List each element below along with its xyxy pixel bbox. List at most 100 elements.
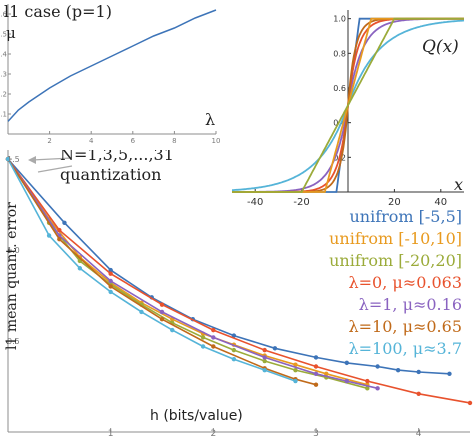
inset1-xtick-label: 4 xyxy=(89,137,94,145)
inset2-ytick-label: 0.6 xyxy=(333,84,346,93)
main-data-point xyxy=(365,378,370,384)
legend-entry: unifrom [-5,5] xyxy=(349,207,462,226)
main-data-point xyxy=(200,335,206,340)
main-series-line xyxy=(7,158,368,390)
main-ytick-label: 1.5 xyxy=(7,155,20,164)
main-data-point xyxy=(262,347,267,353)
inset1-ytick-label: 0.6 xyxy=(0,11,8,19)
inset2-xtick-label: 40 xyxy=(434,197,447,208)
main-data-point xyxy=(57,236,62,242)
arrowhead-1 xyxy=(28,156,36,164)
main-data-point xyxy=(365,386,370,391)
main-data-point xyxy=(159,302,165,307)
main-data-point xyxy=(211,335,216,340)
main-data-point xyxy=(344,378,349,384)
main-data-point xyxy=(170,327,175,333)
main-data-point xyxy=(108,284,113,289)
main-ytick-label: 1.0 xyxy=(7,246,20,255)
annotation-line-2: quantization xyxy=(60,165,161,184)
inset2-Q-curve xyxy=(232,17,464,193)
main-data-point xyxy=(416,391,421,396)
quantization-annotation: N=1,3,5,...,31 quantization xyxy=(28,145,174,184)
inset1-series xyxy=(7,9,217,122)
main-xtick-label: 4 xyxy=(416,429,422,438)
main-data-point xyxy=(272,346,278,351)
main-data-point xyxy=(108,278,113,284)
main-data-point xyxy=(395,367,401,373)
main-data-point xyxy=(159,309,165,315)
main-data-point xyxy=(293,362,298,367)
inset1-title: l1 case (p=1) xyxy=(4,2,112,21)
main-data-point xyxy=(447,371,452,376)
main-series-line xyxy=(7,158,317,386)
main-data-point xyxy=(108,267,113,273)
main-data-point xyxy=(467,400,473,406)
legend-entry: unifrom [-10,10] xyxy=(329,229,462,248)
inset2-xlabel: x xyxy=(454,175,463,194)
inset2-ytick-label: 0.8 xyxy=(333,49,346,58)
main-data-point xyxy=(262,355,267,360)
legend-entry: λ=0, μ≈0.063 xyxy=(348,273,462,292)
main-data-point xyxy=(5,156,11,162)
inset1-ylabel: μ xyxy=(6,24,16,42)
main-data-point xyxy=(108,289,113,295)
main-data-point xyxy=(108,271,113,276)
main-ylabel: l1 mean quant. error xyxy=(4,202,20,350)
inset1-mu-curve xyxy=(7,9,217,122)
main-series-line xyxy=(7,158,296,382)
inset2-xtick-label: 20 xyxy=(388,197,401,208)
main-data-point xyxy=(77,266,83,271)
main-tick-labels: 1 2 3 4 0.5 1.0 1.5 xyxy=(7,155,422,438)
main-data-point xyxy=(139,309,144,315)
legend-entry: λ=10, μ≈0.65 xyxy=(348,317,462,336)
inset1-xlabel: λ xyxy=(205,110,215,129)
main-ytick-label: 0.5 xyxy=(7,337,20,346)
main-data-point xyxy=(375,386,380,391)
main-data-point xyxy=(231,357,237,362)
legend-entry: λ=100, μ≈3.7 xyxy=(348,339,462,358)
inset2-series xyxy=(232,17,465,193)
main-axes xyxy=(7,150,470,433)
main-data-point xyxy=(262,367,267,373)
legend: unifrom [-5,5] unifrom [-10,10] unifrom [-… xyxy=(329,207,462,358)
main-data-point xyxy=(375,364,380,369)
main-series xyxy=(5,156,473,406)
inset1-ytick-label: 0.2 xyxy=(0,91,7,99)
inset1-xtick-label: 8 xyxy=(172,137,176,145)
main-data-point xyxy=(313,355,319,360)
main-data-point xyxy=(46,233,52,238)
inset1-ytick-label: 0.3 xyxy=(0,71,7,79)
legend-entry: λ=1, μ≈0.16 xyxy=(359,295,462,314)
inset1-background xyxy=(0,0,222,150)
inset1-ytick-label: 0.4 xyxy=(0,51,8,59)
inset2-ytick-label: 0.4 xyxy=(333,119,346,128)
main-data-point xyxy=(262,358,267,364)
main-data-point xyxy=(211,344,216,349)
annotation-arrow-1 xyxy=(31,157,73,161)
main-data-point xyxy=(344,360,349,366)
main-data-point xyxy=(57,227,62,233)
main-data-point xyxy=(416,369,421,375)
annotation-arrow-2 xyxy=(37,165,73,173)
main-series-line xyxy=(7,158,471,404)
inset1-axes: 2 4 6 8 10 0.1 0.2 0.3 0.4 0.5 0.6 xyxy=(0,4,220,145)
main-data-point xyxy=(313,364,319,369)
main-series-line xyxy=(7,158,368,386)
inset1-xtick-label: 6 xyxy=(131,137,136,145)
inset2-ytick-label: 1.0 xyxy=(333,15,346,24)
main-data-point xyxy=(231,333,237,338)
main-data-point xyxy=(231,347,237,353)
inset-mu-lambda: 2 4 6 8 10 0.1 0.2 0.3 0.4 0.5 0.6 l1 case (p=1) μ… xyxy=(0,0,222,150)
main-data-point xyxy=(293,378,298,384)
main-data-point xyxy=(324,371,329,376)
main-data-point xyxy=(313,371,319,376)
main-data-point xyxy=(313,382,319,387)
main-data-point xyxy=(62,220,67,225)
legend-entry: unifrom [-20,20] xyxy=(329,251,462,270)
inset1-xtick-label: 10 xyxy=(212,137,221,145)
inset1-ytick-label: 0.1 xyxy=(0,111,7,119)
inset-Q-function: -40 -20 20 400.20.40.60.81.0 Q(x) x xyxy=(223,0,474,210)
inset1-xtick-label: 2 xyxy=(47,137,51,145)
main-xtick-label: 1 xyxy=(108,429,114,438)
